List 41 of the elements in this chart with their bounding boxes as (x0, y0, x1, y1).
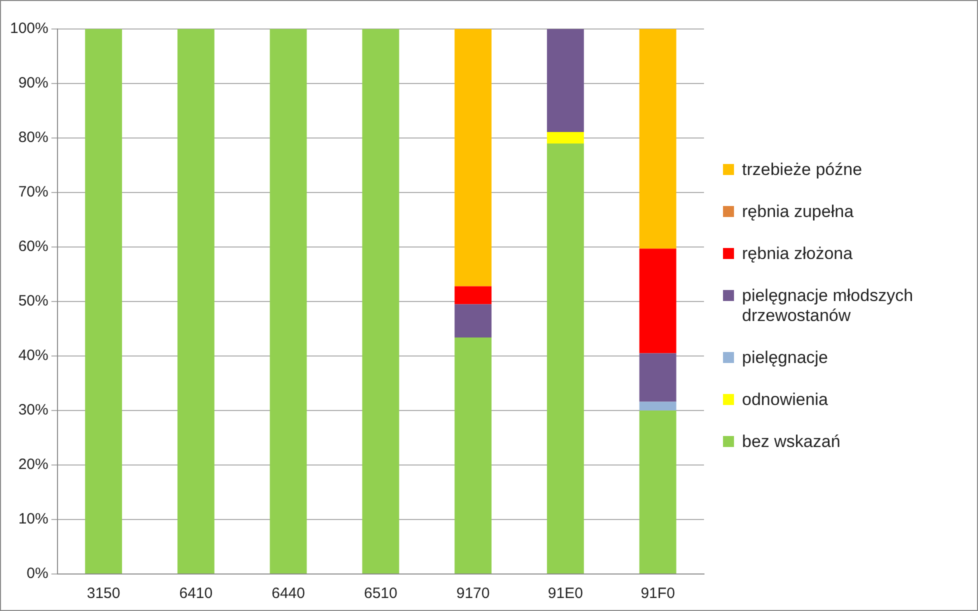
legend-label: odnowienia (742, 390, 828, 410)
bar (454, 286, 492, 304)
bar (454, 304, 492, 338)
y-tick-label: 80% (18, 129, 48, 146)
bar (639, 410, 676, 574)
bar (454, 337, 492, 574)
legend-label: bez wskazań (742, 432, 840, 452)
bar (639, 402, 676, 410)
bar (639, 29, 676, 249)
x-tick-label: 9170 (456, 585, 490, 602)
legend-label: trzebieże późne (742, 160, 862, 180)
y-tick-label: 10% (18, 510, 48, 528)
bar (177, 29, 214, 574)
y-tick-label: 60% (18, 238, 48, 256)
bar (639, 248, 676, 354)
legend-label: rębnia zupełna (742, 202, 854, 222)
legend-label: pielęgnacje (742, 348, 828, 368)
bar (85, 29, 122, 574)
x-tick-label: 91E0 (548, 585, 583, 602)
x-tick-label: 91F0 (640, 585, 675, 602)
y-tick-label: 50% (18, 292, 48, 310)
legend-label: rębnia złożona (742, 244, 853, 264)
y-tick-label: 70% (18, 184, 48, 201)
y-tick-label: 30% (18, 402, 48, 419)
bar (639, 353, 676, 402)
x-tick-label: 3150 (86, 585, 120, 602)
y-tick-label: 100% (10, 20, 48, 38)
legend-label: pielęgnacje młodszych drzewostanów (742, 286, 914, 326)
bar (546, 29, 584, 132)
y-tick-label: 40% (18, 347, 48, 364)
bar (362, 29, 400, 574)
bar (454, 29, 492, 286)
x-tick-label: 6410 (179, 585, 213, 602)
bar (546, 143, 584, 574)
x-tick-label: 6510 (364, 585, 398, 602)
y-tick-label: 90% (18, 74, 48, 92)
bar (270, 29, 307, 574)
y-tick-label: 0% (26, 565, 48, 582)
bar (546, 132, 584, 144)
y-tick-label: 20% (18, 456, 48, 474)
x-tick-label: 6440 (272, 585, 305, 602)
